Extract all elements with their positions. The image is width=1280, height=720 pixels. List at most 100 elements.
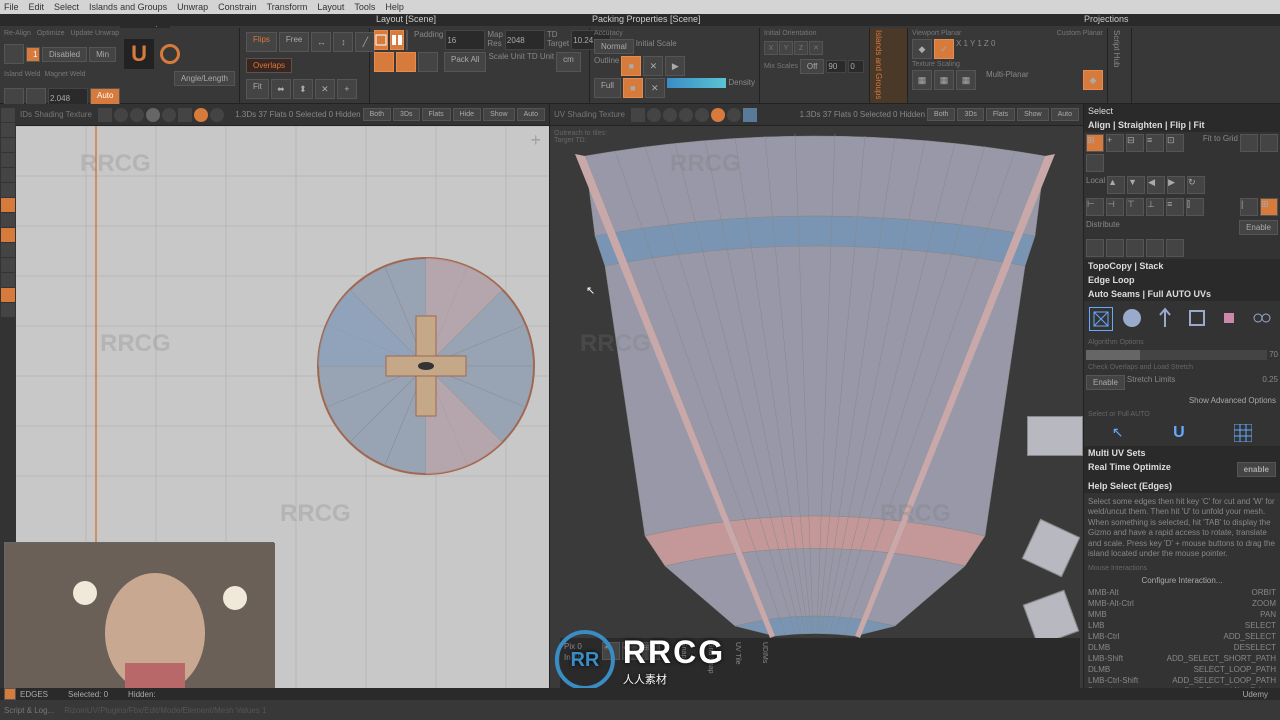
seams-mode-4[interactable]	[1186, 307, 1210, 331]
angle-length-btn[interactable]: Angle/Length	[174, 71, 235, 86]
tool-misc[interactable]	[1, 303, 15, 317]
mapres-input[interactable]	[505, 30, 545, 50]
local-btn-1[interactable]: ▲	[1107, 176, 1125, 194]
grid-btn-1[interactable]	[1240, 134, 1258, 152]
mixscales-val[interactable]	[826, 60, 846, 73]
pin-btn[interactable]: 1	[26, 47, 40, 62]
menu-edit[interactable]: Edit	[29, 2, 45, 12]
cm-btn[interactable]: cm	[556, 52, 581, 72]
uv-fan[interactable]	[550, 126, 1080, 646]
seams-mode-5[interactable]	[1218, 307, 1242, 331]
script-log[interactable]: Script & Log...	[4, 706, 54, 715]
vp-tool-5[interactable]	[162, 108, 176, 122]
dist2-2[interactable]	[1106, 239, 1124, 257]
realtime-enable[interactable]: enable	[1237, 462, 1276, 477]
vp-show[interactable]: Show	[483, 108, 515, 121]
dist-btn-7[interactable]: |	[1240, 198, 1258, 216]
dist-btn-5[interactable]: ≡	[1166, 198, 1184, 216]
tool-move[interactable]	[1, 123, 15, 137]
tool-cut[interactable]	[1, 228, 15, 242]
vp-tool-3[interactable]	[130, 108, 144, 122]
disabled-btn[interactable]: Disabled	[42, 47, 87, 62]
dist2-3[interactable]	[1126, 239, 1144, 257]
overlaps-btn[interactable]: Overlaps	[246, 58, 292, 73]
fit-tool-2[interactable]: ⬍	[293, 79, 313, 99]
orient-y[interactable]: Y	[779, 41, 793, 55]
uv-circle[interactable]	[306, 246, 546, 486]
local-btn-2[interactable]: ▼	[1127, 176, 1145, 194]
align-btn-4[interactable]: ≡	[1146, 134, 1164, 152]
vp-auto[interactable]: Auto	[517, 108, 545, 121]
outline-tool-3[interactable]: ▶	[665, 56, 685, 76]
enable-btn[interactable]: Enable	[1239, 220, 1278, 235]
tool-island[interactable]	[1, 213, 15, 227]
vpr-flats[interactable]: Flats	[986, 108, 1015, 121]
orient-x[interactable]: X	[764, 41, 778, 55]
outline-tool-1[interactable]: ■	[621, 56, 641, 76]
auto-grid[interactable]	[1234, 424, 1252, 442]
vp-3ds[interactable]: 3Ds	[393, 108, 419, 121]
local-btn-5[interactable]: ↻	[1187, 176, 1205, 194]
vp-flats[interactable]: Flats	[422, 108, 451, 121]
vp-tool-6[interactable]	[178, 108, 192, 122]
normal-btn[interactable]: Normal	[594, 39, 634, 54]
tool-scale[interactable]	[1, 153, 15, 167]
packall-btn[interactable]: Pack All	[444, 52, 486, 72]
vpr-show[interactable]: Show	[1017, 108, 1049, 121]
texscale-1[interactable]: ▦	[912, 70, 932, 90]
align-btn-3[interactable]: ⊟	[1126, 134, 1144, 152]
tool-paint[interactable]	[1, 258, 15, 272]
seams-mode-1[interactable]	[1089, 307, 1113, 331]
pack-grid-3[interactable]	[406, 30, 408, 50]
dist-btn-3[interactable]: ⊤	[1126, 198, 1144, 216]
dist-btn-6[interactable]: ⫿	[1186, 198, 1204, 216]
algo-slider[interactable]	[1086, 350, 1267, 360]
dist-btn-1[interactable]: ⊢	[1086, 198, 1104, 216]
bc-2[interactable]: ◐	[622, 642, 640, 660]
configure-link[interactable]: Configure Interaction...	[1084, 574, 1280, 587]
seams-mode-3[interactable]	[1154, 307, 1178, 331]
mixscales-zero[interactable]	[848, 60, 864, 73]
menu-constrain[interactable]: Constrain	[218, 2, 257, 12]
menu-file[interactable]: File	[4, 2, 19, 12]
tool-vertex[interactable]	[1, 168, 15, 182]
vp-tool-1[interactable]	[98, 108, 112, 122]
show-advanced[interactable]: Show Advanced Options	[1084, 392, 1280, 409]
free-btn[interactable]: Free	[279, 32, 309, 52]
bc-1[interactable]: ☀	[602, 642, 620, 660]
fit-tool-1[interactable]: ⬌	[271, 79, 291, 99]
orient-z[interactable]: Z	[794, 41, 808, 55]
menu-unwrap[interactable]: Unwrap	[177, 2, 208, 12]
vpr-tool-6[interactable]	[711, 108, 725, 122]
vp-both[interactable]: Both	[363, 108, 391, 121]
pack-grid-2[interactable]	[390, 30, 404, 50]
tool-weld[interactable]	[1, 243, 15, 257]
menu-select[interactable]: Select	[54, 2, 79, 12]
dist-btn-2[interactable]: ⊣	[1106, 198, 1124, 216]
vpr-auto[interactable]: Auto	[1051, 108, 1079, 121]
tool-rotate[interactable]	[1, 138, 15, 152]
vpr-tool-8[interactable]	[743, 108, 757, 122]
proj-tool-2[interactable]: ✓	[934, 39, 954, 59]
tool-edge[interactable]	[1, 183, 15, 197]
vp-tool-4[interactable]	[146, 108, 160, 122]
unwrap-u-btn[interactable]: U	[124, 39, 154, 69]
vp-tool-2[interactable]	[114, 108, 128, 122]
vp-hide[interactable]: Hide	[453, 108, 481, 121]
local-btn-4[interactable]: ▶	[1167, 176, 1185, 194]
full-tool-1[interactable]: ■	[623, 78, 643, 98]
menu-transform[interactable]: Transform	[267, 2, 308, 12]
vp-tool-8[interactable]	[210, 108, 224, 122]
menu-help[interactable]: Help	[385, 2, 404, 12]
uv-island-1[interactable]	[1027, 416, 1083, 456]
tool-face[interactable]	[1, 198, 15, 212]
vpr-tool-5[interactable]	[695, 108, 709, 122]
dist-btn-8[interactable]: ⊞	[1260, 198, 1278, 216]
panel-islands-groups[interactable]: Islands and Groups	[870, 28, 908, 103]
pack-grid-1[interactable]	[374, 30, 388, 50]
bc-3[interactable]: ⊞	[642, 642, 660, 660]
panel-scripthub[interactable]: Script Hub	[1108, 28, 1132, 103]
texscale-3[interactable]: ▦	[956, 70, 976, 90]
tool-lasso[interactable]	[1, 273, 15, 287]
texscale-2[interactable]: ▦	[934, 70, 954, 90]
